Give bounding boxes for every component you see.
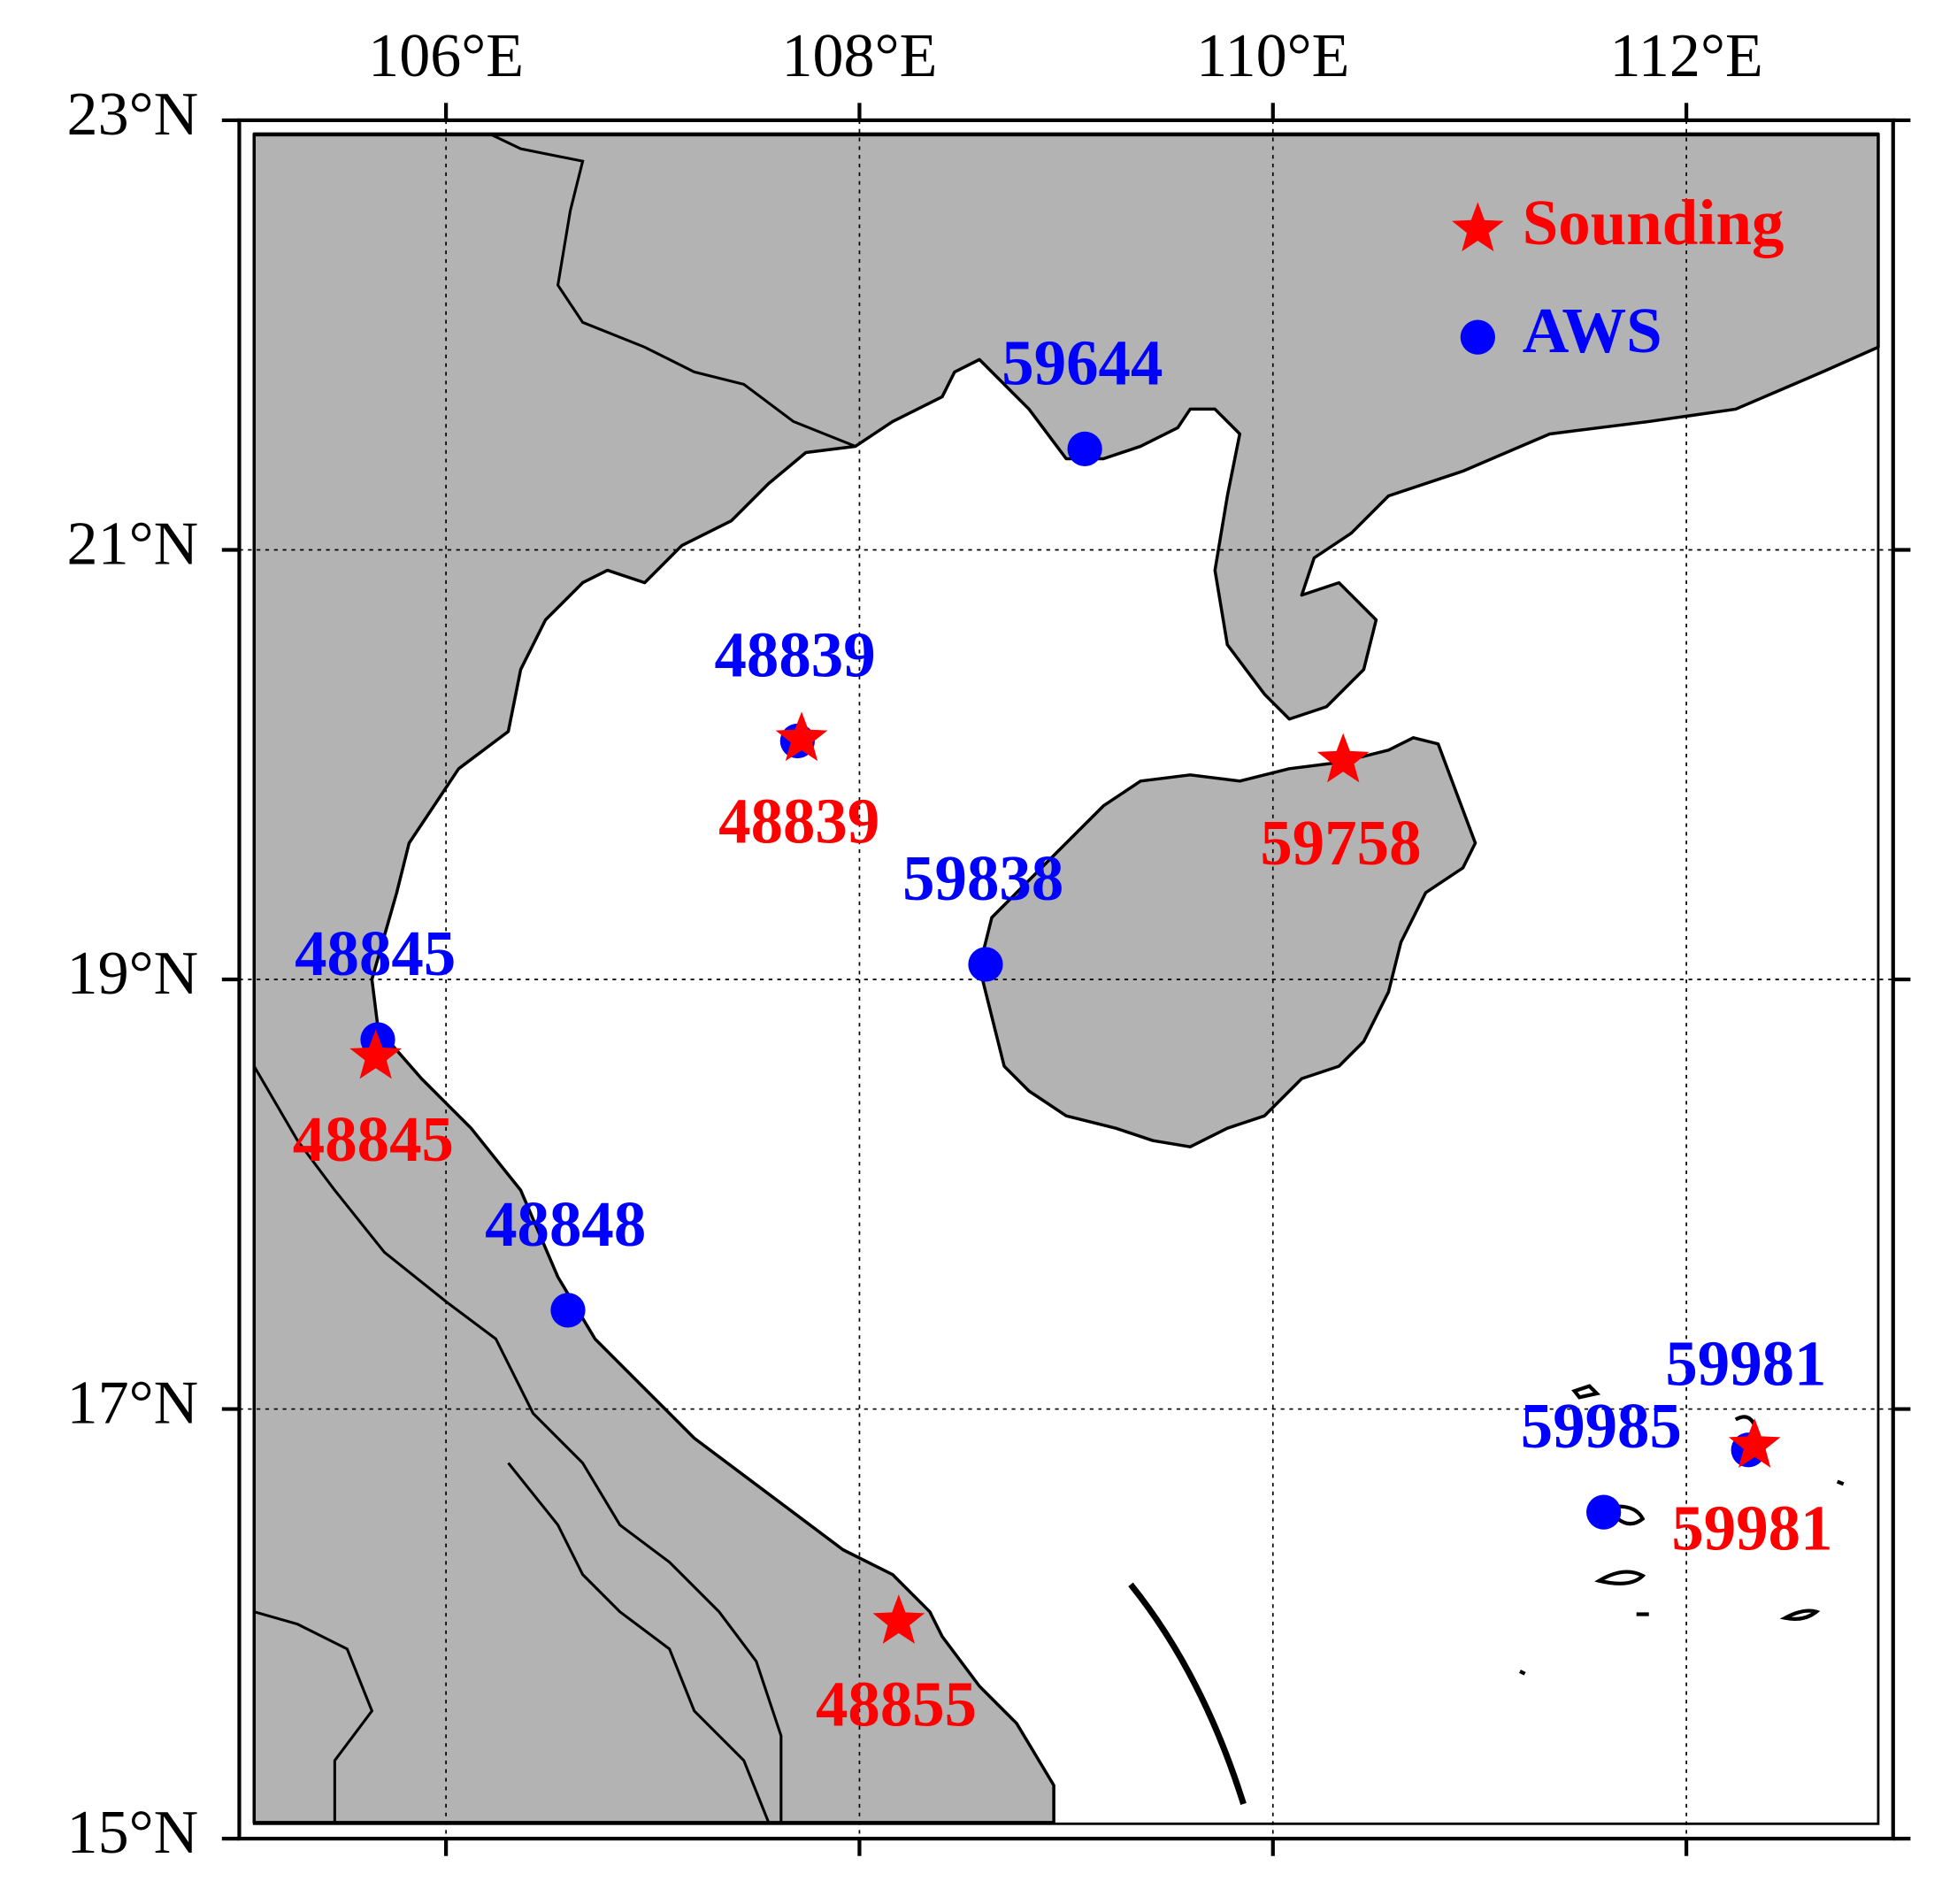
- y-tick-label: 21°N: [67, 511, 199, 579]
- station-label: 48839: [714, 619, 875, 691]
- station-label: 59758: [1260, 807, 1421, 879]
- station-star: [775, 711, 828, 762]
- x-tick-label: 106°E: [368, 22, 524, 90]
- x-tick-label: 110°E: [1196, 22, 1349, 90]
- frame-outer: [237, 118, 1895, 1841]
- station-star: [349, 1029, 403, 1079]
- y-tick-label: 19°N: [67, 940, 199, 1008]
- y-tick-label: 23°N: [67, 81, 199, 149]
- land-border: [252, 1065, 783, 1823]
- station-circle: [968, 947, 1003, 982]
- legend-marker: [1460, 319, 1495, 355]
- land-border: [253, 1610, 374, 1823]
- stations: 5964448839598384884548848599815998548839…: [293, 187, 1833, 1740]
- station-label: 48839: [718, 786, 879, 857]
- land-border: [507, 1462, 771, 1823]
- station-star: [872, 1594, 925, 1644]
- boundary-line: [1128, 1582, 1247, 1805]
- station-label: 59838: [902, 842, 1063, 914]
- station-label: 48855: [816, 1669, 977, 1740]
- station-label: 59644: [1002, 326, 1163, 398]
- station-label: 48848: [485, 1188, 646, 1260]
- frame-inner: [252, 134, 1880, 1825]
- station-circle: [1586, 1494, 1622, 1530]
- y-tick-label: 17°N: [67, 1370, 199, 1438]
- map-body: 106°E 108°E 110°E 112°E 15°N 17°N 19°N 21°N 23°N…: [67, 22, 1911, 1867]
- station-circle: [550, 1293, 586, 1328]
- x-tick-label: 112°E: [1609, 22, 1762, 90]
- legend-label: AWS: [1523, 295, 1662, 366]
- legend-marker: [1452, 202, 1504, 252]
- station-circle: [1067, 431, 1102, 466]
- islands: [1519, 1384, 1845, 1676]
- station-label: 59981: [1671, 1492, 1832, 1563]
- station-label: 48845: [295, 917, 456, 989]
- station-label: 59985: [1521, 1390, 1682, 1462]
- station-label: 48845: [293, 1103, 454, 1175]
- station-label: 59981: [1665, 1328, 1826, 1400]
- land-border: [488, 132, 856, 448]
- legend-label: Sounding: [1523, 187, 1784, 258]
- station-star: [1728, 1418, 1781, 1468]
- x-tick-label: 108°E: [782, 22, 938, 90]
- station-star: [1316, 733, 1370, 783]
- y-tick-label: 15°N: [67, 1799, 199, 1867]
